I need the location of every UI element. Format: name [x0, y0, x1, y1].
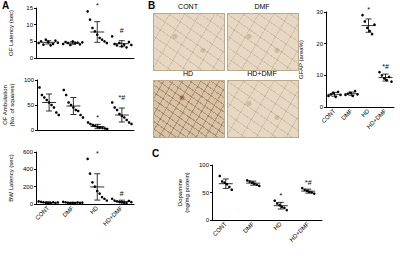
- html-text:HD+DMF: HD+DMF: [247, 70, 277, 77]
- svg-text:HD: HD: [89, 204, 100, 215]
- svg-text:100: 100: [24, 77, 35, 83]
- svg-text:400: 400: [23, 166, 34, 172]
- svg-text:*: *: [367, 6, 370, 13]
- svg-text:HD+DMF: HD+DMF: [102, 205, 124, 227]
- svg-text:CONT: CONT: [34, 205, 50, 221]
- svg-text:50: 50: [27, 102, 34, 108]
- svg-text:OF Latency (sec): OF Latency (sec): [8, 10, 14, 56]
- svg-text:BW Latency (sec): BW Latency (sec): [8, 154, 14, 201]
- svg-text:(No. of squares): (No. of squares): [9, 83, 15, 126]
- svg-text:10: 10: [26, 22, 33, 28]
- svg-text:HD+DMF: HD+DMF: [288, 221, 310, 243]
- svg-text:DMF: DMF: [242, 221, 256, 235]
- html-text:HD: HD: [182, 70, 194, 77]
- html-text:DMF: DMF: [254, 3, 270, 10]
- svg-text:0: 0: [206, 217, 210, 223]
- html-text:A: A: [2, 0, 10, 11]
- svg-text:50: 50: [202, 190, 209, 196]
- svg-text:5: 5: [30, 38, 34, 44]
- svg-text:0: 0: [320, 104, 324, 110]
- svg-text:10: 10: [316, 72, 323, 78]
- svg-text:200: 200: [23, 184, 34, 190]
- svg-text:#: #: [120, 190, 124, 197]
- html-text:B: B: [148, 0, 156, 11]
- svg-text:20: 20: [316, 41, 323, 47]
- html-text:C: C: [152, 148, 160, 159]
- svg-text:*: *: [96, 114, 99, 121]
- svg-text:(ng/mg protein): (ng/mg protein): [184, 172, 190, 213]
- svg-text:Dopamine: Dopamine: [177, 178, 183, 206]
- svg-text:*#: *#: [119, 94, 126, 101]
- svg-text:*#: *#: [382, 63, 389, 70]
- svg-text:*: *: [96, 150, 99, 157]
- svg-text:0: 0: [31, 127, 35, 133]
- svg-text:DMF: DMF: [61, 205, 75, 219]
- svg-text:DMF: DMF: [340, 108, 354, 122]
- svg-text:0: 0: [30, 55, 34, 61]
- svg-text:600: 600: [23, 149, 34, 155]
- svg-text:15: 15: [26, 5, 33, 11]
- svg-text:100: 100: [199, 162, 210, 168]
- svg-text:OF Ambulation: OF Ambulation: [2, 85, 8, 125]
- svg-text:*: *: [279, 192, 282, 199]
- svg-text:GFAP (area%): GFAP (area%): [298, 40, 304, 79]
- svg-text:0: 0: [30, 201, 34, 207]
- svg-text:HD: HD: [273, 220, 284, 231]
- svg-text:*#: *#: [305, 179, 312, 186]
- svg-text:HD: HD: [360, 107, 371, 118]
- svg-text:HD+DMF: HD+DMF: [366, 108, 388, 130]
- html-text:CONT: CONT: [178, 3, 198, 10]
- svg-text:#: #: [120, 27, 124, 34]
- svg-text:*: *: [96, 2, 99, 9]
- svg-text:CONT: CONT: [212, 221, 228, 237]
- svg-text:CONT: CONT: [320, 108, 336, 124]
- svg-text:30: 30: [316, 9, 323, 15]
